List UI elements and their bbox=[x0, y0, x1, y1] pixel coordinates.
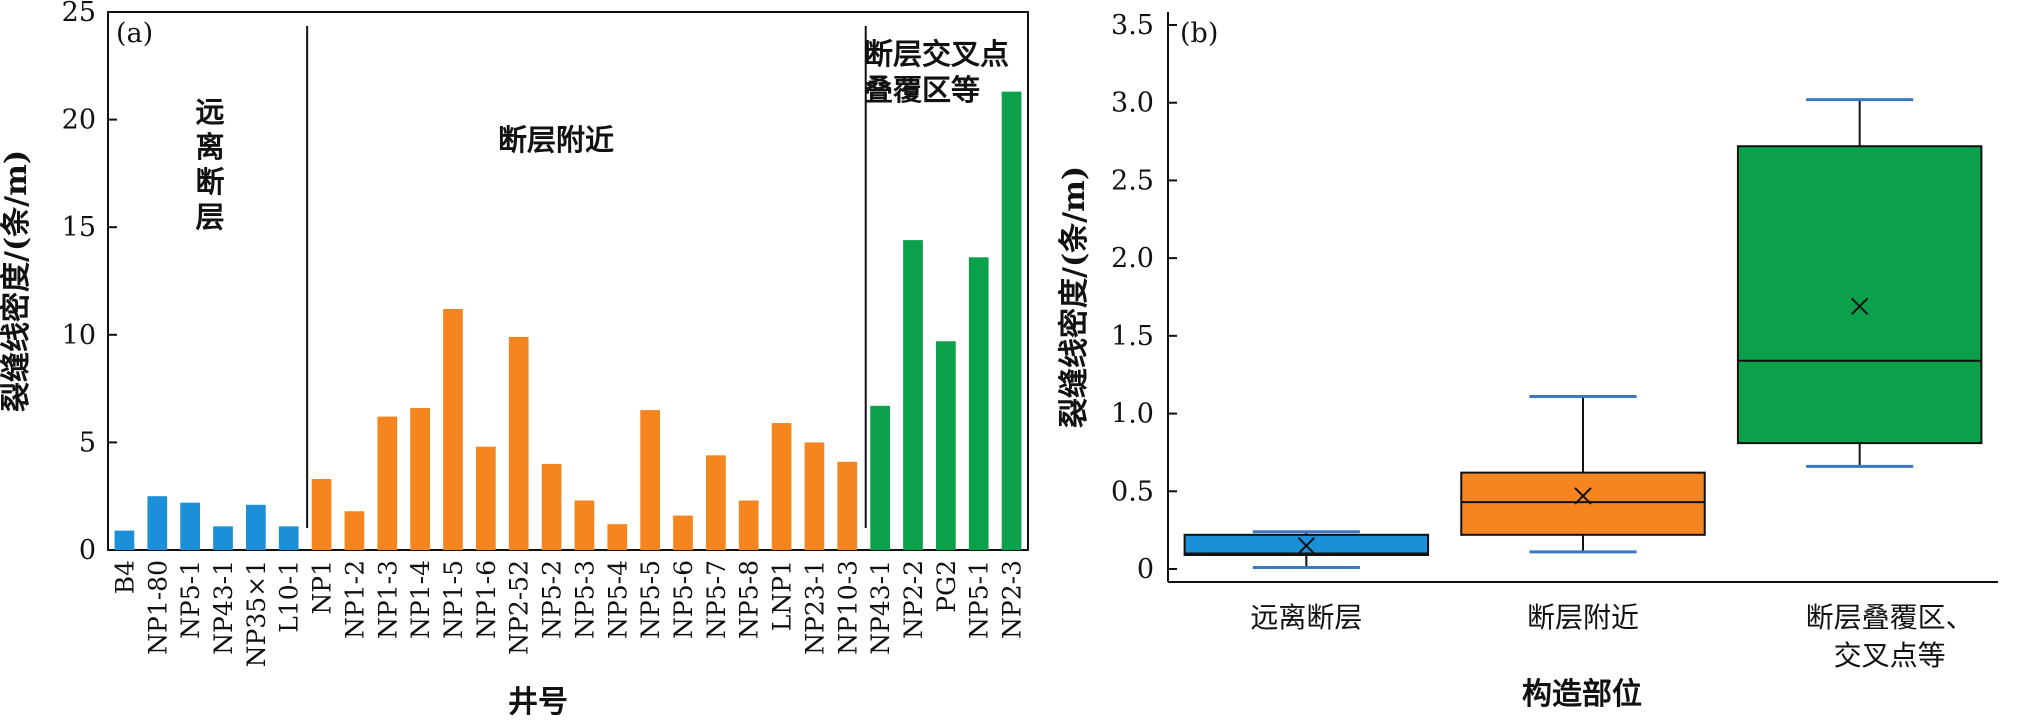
x-tick-label: L10-1 bbox=[275, 560, 304, 633]
x-tick-label: NP5-4 bbox=[603, 560, 632, 639]
y-tick-label: 0 bbox=[1137, 554, 1154, 585]
group-label: 离 bbox=[195, 130, 224, 164]
bar bbox=[870, 405, 890, 550]
y-tick-label: 25 bbox=[62, 0, 96, 28]
box-plot-panel: 0 0.5 1.0 1.5 2.0 2.5 3.0 3.5 (b) 裂缝线密度/(条/m) 远离断层… bbox=[1057, 10, 1998, 712]
bar bbox=[311, 478, 332, 550]
x-tick-label: 断层附近 bbox=[1527, 601, 1639, 634]
x-tick-label: NP1-80 bbox=[143, 560, 172, 655]
x-tick-label: NP1-2 bbox=[340, 560, 369, 639]
bar bbox=[837, 461, 858, 550]
group-label: 叠覆区等 bbox=[864, 73, 980, 107]
box bbox=[1460, 471, 1706, 536]
y-tick-label: 1.0 bbox=[1111, 399, 1154, 430]
x-tick-label: NP10-3 bbox=[833, 560, 862, 655]
x-tick-label: NP2-52 bbox=[505, 560, 534, 655]
group-label: 远 bbox=[195, 95, 224, 129]
bar bbox=[936, 341, 956, 550]
bar bbox=[640, 410, 660, 550]
group-label: 断 bbox=[195, 165, 224, 199]
x-tick-label: NP5-2 bbox=[538, 560, 567, 639]
x-tick-label: B4 bbox=[110, 560, 139, 594]
x-tick-label: NP5-3 bbox=[570, 560, 599, 639]
x-tick-label: NP5-7 bbox=[702, 560, 731, 639]
bar bbox=[1001, 91, 1022, 551]
bar bbox=[607, 524, 628, 550]
bar bbox=[476, 446, 496, 550]
y-tick-label: 5 bbox=[79, 427, 96, 458]
x-tick-label: NP1-5 bbox=[439, 560, 468, 639]
y-tick-label: 15 bbox=[62, 212, 96, 243]
x-tick-label: 断层叠覆区、 bbox=[1806, 601, 1974, 634]
bar bbox=[180, 502, 200, 550]
y-tick-label: 3.0 bbox=[1111, 88, 1154, 119]
bar bbox=[706, 455, 726, 550]
x-tick-label: NP23-1 bbox=[800, 560, 829, 655]
panel-label: (a) bbox=[116, 18, 153, 49]
x-tick-label: NP5-1 bbox=[176, 560, 205, 639]
bar bbox=[574, 500, 595, 550]
x-tick-label: NP5-5 bbox=[636, 560, 665, 639]
x-tick-label: NP1-3 bbox=[373, 560, 402, 639]
y-tick-label: 0.5 bbox=[1111, 476, 1154, 507]
x-tick-label: NP2-2 bbox=[899, 560, 928, 639]
y-tick-label: 10 bbox=[62, 320, 96, 351]
bar bbox=[968, 257, 989, 550]
bar bbox=[903, 240, 923, 550]
x-tick-label: NP43-1 bbox=[209, 560, 238, 655]
bar bbox=[246, 504, 266, 550]
bar bbox=[771, 423, 792, 550]
x-axis-title: 井号 bbox=[508, 685, 568, 720]
y-tick-label: 2.0 bbox=[1111, 243, 1154, 274]
bar bbox=[114, 530, 135, 550]
x-tick-label: LNP1 bbox=[768, 560, 797, 631]
x-tick-label: NP35×1 bbox=[242, 560, 271, 667]
x-tick-label: NP1-4 bbox=[406, 560, 435, 639]
bar bbox=[344, 511, 365, 550]
x-tick-label: 远离断层 bbox=[1250, 601, 1362, 634]
bar bbox=[508, 336, 529, 550]
x-tick-label: NP5-1 bbox=[965, 560, 994, 639]
y-tick-label: 3.5 bbox=[1111, 10, 1154, 41]
bar bbox=[278, 526, 299, 550]
bar bbox=[410, 407, 430, 550]
y-tick-label: 2.5 bbox=[1111, 165, 1154, 196]
bar bbox=[738, 500, 759, 550]
bar bbox=[443, 308, 463, 550]
group-label: 层 bbox=[195, 200, 224, 234]
panel-label: (b) bbox=[1180, 18, 1218, 49]
bar bbox=[541, 463, 562, 550]
bar bbox=[147, 496, 168, 550]
x-tick-label: NP1-6 bbox=[472, 560, 501, 639]
y-axis-title: 裂缝线密度/(条/m) bbox=[1057, 166, 1092, 428]
y-tick-label: 1.5 bbox=[1111, 321, 1154, 352]
group-label: 断层交叉点 bbox=[864, 37, 1009, 71]
box bbox=[1736, 145, 1983, 445]
y-tick-label: 0 bbox=[79, 535, 96, 566]
x-tick-label: NP5-6 bbox=[669, 560, 698, 639]
x-tick-label: PG2 bbox=[932, 560, 961, 613]
bar bbox=[804, 442, 825, 550]
x-tick-label: 交叉点等 bbox=[1834, 639, 1946, 672]
x-axis-title: 构造部位 bbox=[1522, 677, 1642, 712]
x-tick-label: NP43-1 bbox=[866, 560, 895, 655]
y-axis-title: 裂缝线密度/(条/m) bbox=[0, 150, 34, 412]
x-tick-label: NP1 bbox=[308, 560, 337, 615]
bar bbox=[213, 526, 233, 550]
bar bbox=[673, 515, 693, 550]
x-tick-label: NP5-8 bbox=[735, 560, 764, 639]
plot-frame bbox=[107, 11, 1029, 551]
mean-marker bbox=[1297, 536, 1316, 555]
group-label: 断层附近 bbox=[498, 123, 614, 157]
mean-marker bbox=[1574, 487, 1592, 505]
y-tick-label: 20 bbox=[62, 105, 96, 136]
bar bbox=[377, 416, 398, 550]
mean-marker bbox=[1850, 297, 1869, 316]
x-tick-label: NP2-3 bbox=[998, 560, 1027, 639]
